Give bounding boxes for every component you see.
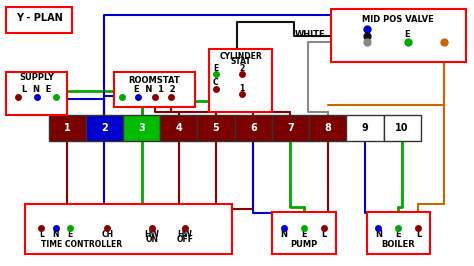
Text: OFF: OFF: [177, 235, 194, 244]
Text: HW: HW: [178, 230, 192, 239]
Text: BOILER: BOILER: [381, 240, 415, 249]
Bar: [160, 115, 197, 141]
Text: E: E: [213, 64, 219, 73]
Text: 2: 2: [101, 123, 108, 133]
Text: N: N: [375, 230, 382, 239]
Text: SUPPLY: SUPPLY: [19, 73, 54, 82]
Text: E  N  1  2: E N 1 2: [134, 85, 175, 94]
Text: TIME CONTROLLER: TIME CONTROLLER: [41, 240, 122, 249]
Text: L: L: [39, 230, 44, 239]
Text: 2: 2: [239, 64, 244, 73]
Text: 1: 1: [64, 123, 71, 133]
FancyBboxPatch shape: [25, 204, 232, 254]
FancyBboxPatch shape: [6, 72, 67, 115]
Text: E: E: [404, 30, 410, 39]
Text: CH: CH: [101, 230, 113, 239]
FancyBboxPatch shape: [331, 9, 465, 62]
Text: N: N: [52, 230, 59, 239]
Text: 9: 9: [362, 123, 368, 133]
FancyBboxPatch shape: [366, 212, 430, 254]
FancyBboxPatch shape: [273, 212, 336, 254]
FancyBboxPatch shape: [6, 7, 72, 33]
Bar: [272, 115, 309, 141]
Text: L  N  E: L N E: [22, 85, 51, 94]
Text: ROOMSTAT: ROOMSTAT: [128, 76, 181, 85]
Text: C: C: [213, 78, 219, 88]
Text: MID POS VALVE: MID POS VALVE: [362, 15, 434, 24]
Text: L: L: [416, 230, 421, 239]
Text: STAT: STAT: [230, 57, 251, 66]
Bar: [197, 115, 235, 141]
Text: L: L: [321, 230, 327, 239]
Text: N: N: [281, 230, 288, 239]
Text: 10: 10: [395, 123, 409, 133]
Bar: [48, 115, 86, 141]
Text: 1: 1: [239, 84, 244, 93]
Bar: [309, 115, 346, 141]
Text: 4: 4: [175, 123, 182, 133]
Bar: [86, 115, 123, 141]
FancyBboxPatch shape: [209, 49, 273, 112]
Text: E: E: [301, 230, 307, 239]
Text: 6: 6: [250, 123, 256, 133]
Text: E: E: [395, 230, 401, 239]
Bar: [235, 115, 272, 141]
Text: Y - PLAN: Y - PLAN: [16, 14, 63, 23]
Text: 8: 8: [324, 123, 331, 133]
Bar: [346, 115, 383, 141]
Text: HW: HW: [145, 230, 160, 239]
Text: 5: 5: [213, 123, 219, 133]
FancyBboxPatch shape: [115, 72, 195, 107]
Bar: [123, 115, 160, 141]
Text: 7: 7: [287, 123, 294, 133]
Text: CYLINDER: CYLINDER: [219, 52, 262, 61]
Text: E: E: [67, 230, 73, 239]
Text: ON: ON: [146, 235, 159, 244]
Text: 3: 3: [138, 123, 145, 133]
Bar: [383, 115, 421, 141]
Text: PUMP: PUMP: [290, 240, 318, 249]
Text: WHITE: WHITE: [295, 30, 325, 39]
